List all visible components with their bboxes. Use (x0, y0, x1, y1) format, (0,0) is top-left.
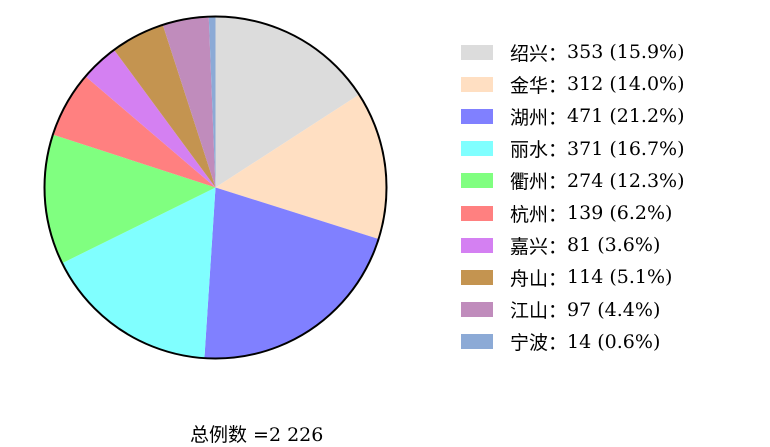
legend-swatch (461, 334, 493, 350)
legend-swatch (461, 302, 493, 318)
legend-item: 宁波： 14 (0.6%) (461, 326, 685, 358)
legend-item: 丽水： 371 (16.7%) (461, 133, 685, 165)
total-label: 总例数 =2 226 (190, 424, 324, 446)
legend-label: 金华 (510, 74, 549, 97)
pie-slice-0 (215, 16, 360, 188)
legend-swatch (461, 173, 493, 189)
legend-percent: (0.6%) (591, 330, 661, 353)
legend-item: 绍兴： 353 (15.9%) (461, 36, 685, 68)
legend-label: 舟山 (510, 267, 549, 290)
legend-value: 274 (567, 169, 604, 192)
legend-item: 湖州： 471 (21.2%) (461, 100, 685, 132)
legend-separator: ： (548, 332, 568, 355)
pie-slice-2 (204, 187, 379, 359)
legend-swatch (461, 141, 493, 157)
legend-value: 14 (567, 330, 592, 353)
legend-separator: ： (548, 203, 568, 226)
legend-separator: ： (548, 171, 568, 194)
legend-value: 471 (567, 105, 604, 128)
legend-swatch (461, 269, 493, 285)
legend-percent: (5.1%) (603, 266, 673, 289)
legend-separator: ： (548, 139, 568, 162)
legend-percent: (12.3%) (603, 169, 685, 192)
legend-value: 353 (567, 41, 604, 64)
legend-separator: ： (548, 42, 568, 65)
legend-swatch (461, 237, 493, 253)
legend-label: 丽水 (510, 139, 549, 162)
legend-value: 97 (567, 298, 592, 321)
legend-value: 81 (567, 234, 592, 257)
pie-slice-6 (85, 49, 216, 188)
legend-separator: ： (548, 235, 568, 258)
pie-slice-5 (52, 76, 216, 188)
pie-slice-7 (114, 24, 216, 188)
legend-value: 312 (567, 73, 604, 96)
legend-item: 衢州： 274 (12.3%) (461, 165, 685, 197)
legend-value: 371 (567, 137, 604, 160)
legend-label: 衢州 (510, 171, 549, 194)
legend-percent: (6.2%) (603, 202, 673, 225)
legend-value: 114 (567, 266, 604, 289)
pie-slice-4 (44, 134, 216, 264)
legend-swatch (461, 76, 493, 92)
legend-percent: (15.9%) (603, 41, 685, 64)
legend-percent: (3.6%) (591, 234, 661, 257)
legend-swatch (461, 108, 493, 124)
legend-label: 绍兴 (510, 42, 549, 65)
legend-separator: ： (548, 300, 568, 323)
pie-outline (43, 15, 388, 360)
legend-label: 宁波 (510, 332, 549, 355)
legend-item: 杭州： 139 (6.2%) (461, 197, 685, 229)
legend: 绍兴： 353 (15.9%) 金华： 312 (14.0%) 湖州： 471 (21.2… (461, 36, 685, 358)
legend-label: 江山 (510, 300, 549, 323)
legend-swatch (461, 44, 493, 60)
pie-slice-8 (162, 16, 216, 188)
pie-chart (43, 15, 388, 360)
legend-label: 嘉兴 (510, 235, 549, 258)
legend-percent: (14.0%) (603, 73, 685, 96)
legend-percent: (4.4%) (591, 298, 661, 321)
legend-item: 金华： 312 (14.0%) (461, 68, 685, 100)
legend-item: 舟山： 114 (5.1%) (461, 261, 685, 293)
legend-separator: ： (548, 267, 568, 290)
legend-value: 139 (567, 202, 604, 225)
legend-item: 嘉兴： 81 (3.6%) (461, 229, 685, 261)
legend-label: 湖州 (510, 106, 549, 129)
legend-item: 江山： 97 (4.4%) (461, 294, 685, 326)
legend-label: 杭州 (510, 203, 549, 226)
pie-slice-3 (62, 187, 216, 359)
legend-percent: (16.7%) (603, 137, 685, 160)
legend-separator: ： (548, 74, 568, 97)
legend-swatch (461, 205, 493, 221)
pie-slice-1 (215, 94, 387, 240)
legend-separator: ： (548, 106, 568, 129)
legend-percent: (21.2%) (603, 105, 685, 128)
pie-slice-9 (208, 16, 216, 188)
